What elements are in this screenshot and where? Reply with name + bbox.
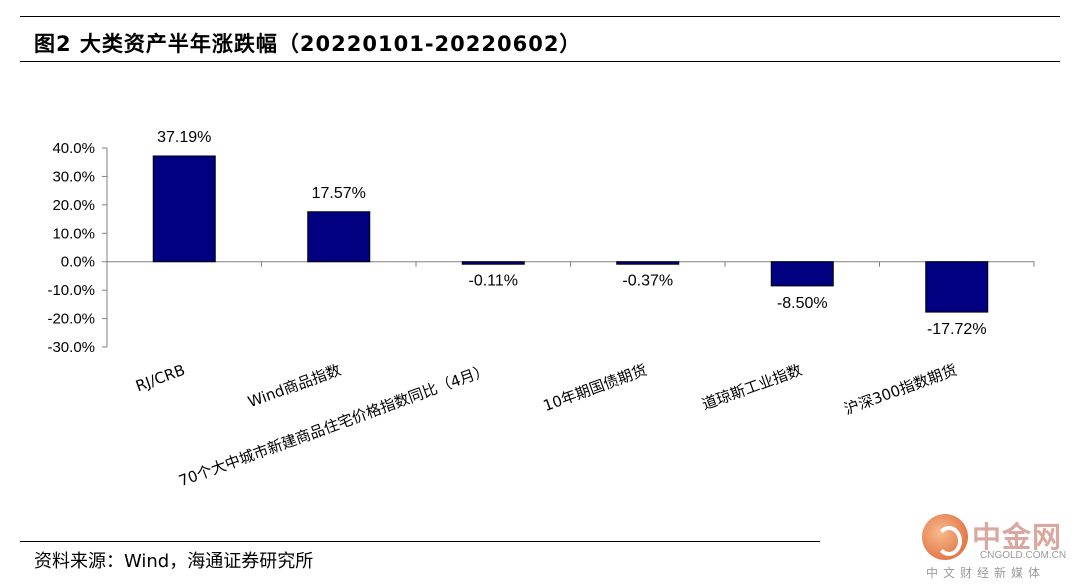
x-tick-label: 沪深300指数期货: [842, 361, 960, 418]
bar: [925, 261, 989, 313]
x-tick-label: 10年期国债期货: [541, 361, 650, 415]
bar: [152, 155, 216, 263]
bar: [461, 261, 525, 265]
y-tick-label: -10.0%: [47, 282, 95, 299]
y-tick-label: 0.0%: [61, 254, 95, 271]
y-tick-label: 30.0%: [52, 168, 95, 185]
title-rule: [20, 61, 1060, 62]
bar: [307, 211, 371, 263]
bar: [770, 261, 834, 287]
y-tick-label: 10.0%: [52, 225, 95, 242]
logo-icon: [922, 514, 968, 560]
data-label: -0.11%: [468, 273, 518, 290]
watermark-domain: CNGOLD.COM.CN: [980, 550, 1067, 561]
data-label: -0.37%: [622, 273, 673, 290]
x-tick-label: 道琼斯工业指数: [700, 361, 805, 414]
y-tick-label: 20.0%: [52, 197, 95, 214]
data-label: -8.50%: [777, 295, 828, 312]
data-label: -17.72%: [927, 321, 987, 338]
x-tick-label: RJ/CRB: [133, 361, 187, 395]
y-tick-label: -20.0%: [47, 311, 95, 328]
watermark-logo: 中金网 CNGOLD.COM.CN 中文财经新媒体: [920, 512, 1070, 582]
figure-title: 图2 大类资产半年涨跌幅（20220101-20220602）: [34, 32, 582, 56]
source-rule: [20, 541, 820, 542]
data-label: 17.57%: [312, 185, 366, 202]
top-rule: [20, 16, 1060, 17]
y-tick-label: -30.0%: [47, 339, 95, 356]
source-note: 资料来源：Wind，海通证券研究所: [34, 551, 314, 572]
y-tick-label: 40.0%: [52, 140, 95, 157]
x-tick-label: Wind商品指数: [245, 361, 343, 411]
watermark-slogan: 中文财经新媒体: [926, 566, 1046, 580]
data-label: 37.19%: [157, 129, 211, 146]
watermark-name: 中金网: [972, 520, 1063, 554]
bar: [616, 261, 680, 265]
